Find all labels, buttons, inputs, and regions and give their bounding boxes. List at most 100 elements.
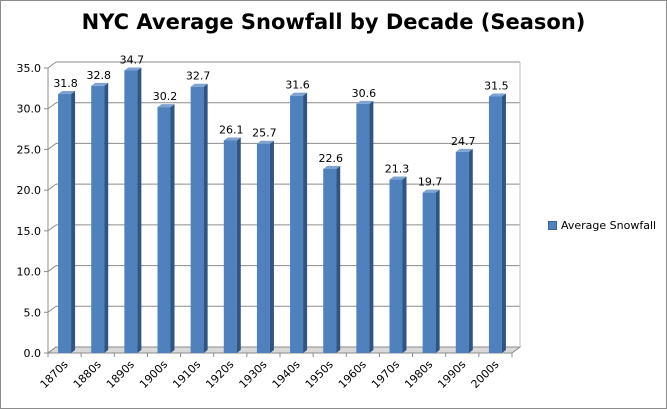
x-tick-label: 1930s [237, 358, 270, 391]
y-axis-tick-labels: 0.0 5.0 10.0 15.0 20.0 25.0 30.0 35.0 [17, 62, 42, 360]
gridline-depth [47, 224, 57, 232]
gridline-depth [47, 265, 57, 272]
y-tick-label: 30.0 [17, 103, 42, 116]
bar-side [468, 148, 473, 353]
x-axis-tick-labels: 1870s 1880s 1890s 1900s 1910s 1920s 1930s 1940s… [38, 358, 502, 391]
bar-front [290, 95, 304, 353]
bar-front [190, 86, 204, 353]
y-tick-label: 35.0 [17, 62, 42, 75]
x-tick-label: 1940s [270, 358, 303, 391]
y-tick-label: 5.0 [24, 306, 42, 319]
y-tick-label: 15.0 [17, 225, 42, 238]
bar-top [91, 82, 109, 86]
chart-floor [46, 346, 522, 354]
bar-top [488, 93, 506, 97]
data-labels: 31.8 32.8 34.7 30.2 32.7 26.1 25.7 31.6 22.6 30.6… [53, 53, 508, 188]
bar [422, 189, 440, 353]
bar-side [170, 104, 175, 353]
bar [157, 104, 175, 353]
bar-side [402, 176, 407, 353]
x-tick-label: 1870s [38, 358, 71, 391]
x-tick-label: 1880s [71, 358, 104, 391]
data-label: 34.7 [120, 53, 145, 66]
bar-front [455, 151, 469, 353]
bar-side [336, 165, 341, 353]
y-tick-label: 25.0 [17, 143, 42, 156]
bar [356, 100, 374, 353]
x-tick-label: 1950s [303, 358, 336, 391]
data-label: 31.5 [484, 80, 509, 93]
bar [91, 82, 109, 354]
data-label: 31.6 [285, 79, 310, 92]
data-label: 32.8 [86, 69, 111, 82]
x-tick-label: 1910s [170, 358, 203, 391]
bar-side [303, 92, 308, 353]
bar-side [369, 100, 374, 353]
gridline-depth [47, 183, 57, 191]
bar [323, 165, 341, 353]
gridline-depth [47, 305, 57, 313]
data-label: 19.7 [418, 176, 443, 189]
legend-label: Average Snowfall [561, 219, 657, 232]
bar-front [422, 192, 436, 353]
axes [44, 62, 522, 357]
bar-side [236, 137, 241, 353]
data-label: 26.1 [219, 123, 244, 136]
bar-side [203, 83, 208, 353]
bar-top [256, 140, 274, 144]
data-label: 25.7 [252, 127, 277, 140]
x-tick-label: 2000s [469, 358, 502, 391]
bar-top [389, 176, 407, 180]
bar-side [435, 189, 440, 353]
bar-side [71, 91, 76, 354]
gridlines [47, 61, 520, 354]
bar-side [137, 67, 142, 353]
bar-front [124, 70, 138, 353]
legend: Average Snowfall [548, 219, 656, 232]
chart-title: NYC Average Snowfall by Decade (Season) [81, 10, 586, 34]
y-tick-label: 20.0 [17, 184, 42, 197]
bar-top [290, 92, 308, 96]
data-label: 21.3 [385, 163, 410, 176]
bar-front [223, 140, 237, 353]
bar-front [323, 168, 337, 353]
bars [58, 67, 506, 354]
bar-front [256, 143, 270, 353]
legend-swatch [548, 221, 557, 230]
x-tick-label: 1900s [137, 358, 170, 391]
bar-top [323, 165, 341, 169]
gridline-depth [47, 61, 57, 69]
bar [223, 137, 241, 353]
y-tick-label: 10.0 [17, 266, 42, 279]
x-tick-label: 1970s [369, 358, 402, 391]
bar-front [157, 107, 171, 353]
bar-top [223, 137, 241, 141]
x-tick-label: 1960s [336, 358, 369, 391]
bar-top [422, 189, 440, 193]
bar-side [501, 93, 506, 353]
gridline-depth [47, 102, 57, 110]
data-label: 24.7 [451, 135, 476, 148]
data-label: 22.6 [318, 152, 343, 165]
data-label: 30.2 [153, 90, 178, 103]
data-label: 30.6 [352, 87, 377, 100]
bar [190, 83, 208, 353]
bar [290, 92, 308, 353]
bar [488, 93, 506, 353]
y-tick-label: 0.0 [24, 347, 42, 360]
bar-top [124, 67, 142, 71]
bar [58, 91, 76, 354]
bar-front [488, 96, 502, 353]
bar-front [91, 85, 105, 354]
bar-side [104, 82, 109, 354]
bar [256, 140, 274, 353]
x-tick-label: 1920s [203, 358, 236, 391]
bar-top [190, 83, 208, 87]
x-tick-label: 1980s [402, 358, 435, 391]
bar-top [58, 91, 76, 95]
bar-side [269, 140, 274, 353]
bar [455, 148, 473, 353]
bar-front [356, 103, 370, 353]
bar [124, 67, 142, 353]
